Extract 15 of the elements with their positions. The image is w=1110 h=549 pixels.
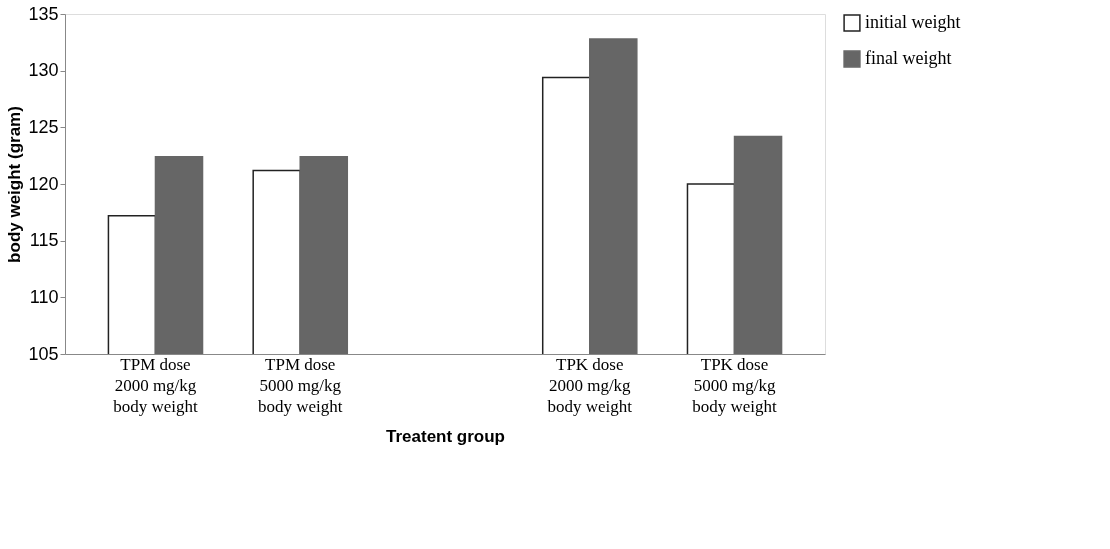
legend-label: final weight xyxy=(865,48,952,68)
x-tick-label: TPM dose 5000 mg/kg body weight xyxy=(257,354,343,416)
y-tick-label: 125 xyxy=(28,116,59,137)
y-tick-label: 130 xyxy=(28,60,59,81)
y-axis-title: body weight (gram) xyxy=(5,106,25,263)
legend-label: initial weight xyxy=(865,12,961,32)
y-tick-label: 110 xyxy=(29,286,59,307)
y-tick-label: 105 xyxy=(28,343,59,364)
x-tick-label: TPK dose 5000 mg/kg body weight xyxy=(692,354,778,416)
y-tick-label: 135 xyxy=(28,3,59,24)
y-tick-label: 120 xyxy=(28,173,59,194)
y-tick-label: 115 xyxy=(29,230,59,251)
x-axis-title: Treatent group xyxy=(385,426,506,446)
x-tick-label: TPM dose 2000 mg/kg body weight xyxy=(113,354,199,416)
x-tick-label: TPK dose 2000 mg/kg body weight xyxy=(547,354,633,416)
